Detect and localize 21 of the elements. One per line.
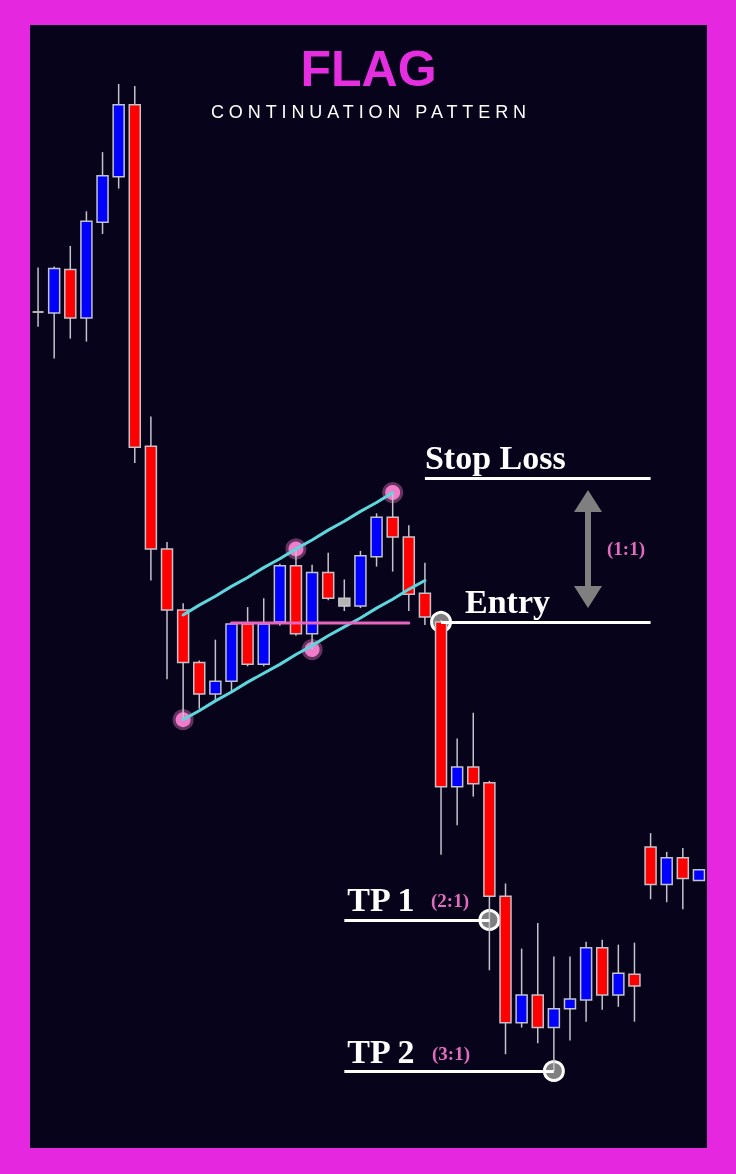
- candlestick: [467, 711, 480, 798]
- candlestick: [628, 941, 641, 1023]
- text: CONTINUATION PATTERN: [209, 102, 531, 122]
- candlestick: [418, 561, 432, 626]
- ref-line-label: TP 1: [347, 881, 415, 919]
- candlestick: [676, 847, 690, 910]
- candlestick: [386, 491, 399, 573]
- candlestick: [338, 578, 351, 612]
- candlestick: [612, 943, 625, 1008]
- candlestick: [31, 266, 45, 328]
- ref-line-label: TP 2: [347, 1032, 415, 1070]
- candlestick: [563, 955, 577, 1042]
- annotation: (2:1): [431, 889, 469, 912]
- candlestick: [450, 737, 464, 826]
- chart-title: FLAG: [300, 41, 437, 97]
- annotation: (3:1): [432, 1042, 470, 1065]
- candlestick: [209, 638, 222, 701]
- annotation: (1:1): [607, 537, 645, 560]
- ref-line-label: Entry: [465, 583, 551, 621]
- ref-line-label: Stop Loss: [424, 439, 566, 477]
- candlestick: [547, 955, 561, 1072]
